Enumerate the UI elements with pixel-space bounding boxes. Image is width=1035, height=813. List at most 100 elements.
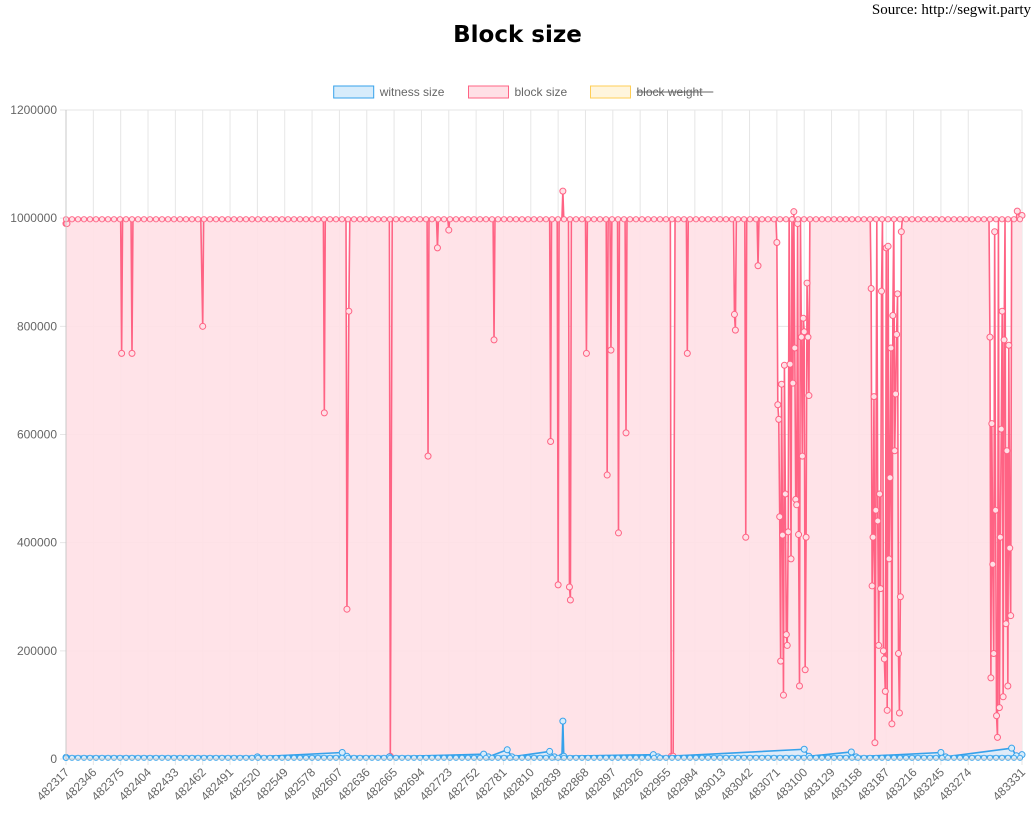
witness-size-marker: [116, 754, 124, 761]
block-size-point: [128, 349, 136, 357]
block-size-point: [868, 582, 876, 590]
block-size-marker: [452, 216, 460, 223]
block-size-point: [774, 401, 782, 409]
witness-size-marker: [458, 754, 466, 761]
block-size-point: [1000, 336, 1008, 344]
block-size-point: [991, 228, 999, 236]
block-size-point: [880, 655, 888, 663]
block-size-point: [789, 379, 797, 387]
witness-size-marker: [326, 754, 334, 761]
block-size-marker: [128, 216, 136, 223]
witness-size-marker: [140, 754, 148, 761]
witness-size-marker: [758, 754, 766, 761]
block-size-marker: [1010, 216, 1018, 223]
witness-size-marker: [410, 754, 418, 761]
witness-size-marker: [176, 754, 184, 761]
source-caption: Source: http://segwit.party: [871, 2, 1031, 18]
block-size-point: [1002, 620, 1010, 628]
block-size-point: [1005, 341, 1013, 349]
witness-size-marker: [284, 754, 292, 761]
witness-size-marker: [986, 754, 994, 761]
block-size-point: [993, 712, 1001, 720]
block-size-marker: [536, 216, 544, 223]
witness-size-marker: [476, 754, 484, 761]
witness-size-marker: [200, 754, 208, 761]
witness-size-marker: [488, 754, 496, 761]
witness-size-marker: [920, 754, 928, 761]
witness-size-marker: [338, 754, 346, 761]
witness-size-marker: [254, 754, 262, 761]
block-size-marker: [800, 216, 808, 223]
legend-swatch: [468, 85, 509, 99]
witness-size-marker: [764, 754, 772, 761]
block-size-point: [989, 560, 997, 568]
block-size-marker: [770, 216, 778, 223]
block-size-marker: [974, 216, 982, 223]
block-size-point: [793, 501, 801, 509]
block-size-marker: [170, 216, 178, 223]
block-size-point: [490, 336, 498, 344]
legend-swatch: [333, 85, 375, 99]
block-size-marker: [782, 216, 790, 223]
witness-size-marker: [314, 754, 322, 761]
witness-size-marker: [434, 754, 442, 761]
block-size-marker: [548, 216, 556, 223]
block-size-marker: [794, 216, 802, 223]
block-size-marker: [878, 216, 886, 223]
witness-size-marker: [740, 754, 748, 761]
witness-size-marker: [908, 754, 916, 761]
block-size-point: [1007, 612, 1015, 620]
block-size-marker: [476, 216, 484, 223]
witness-size-marker: [668, 754, 676, 761]
block-size-marker: [122, 216, 130, 223]
witness-size-marker: [320, 754, 328, 761]
witness-size-marker: [374, 754, 382, 761]
witness-size-marker: [572, 754, 580, 761]
block-size-marker: [692, 216, 700, 223]
witness-size-marker: [500, 754, 508, 761]
block-size-marker: [356, 216, 364, 223]
block-size-marker: [428, 216, 436, 223]
block-size-marker: [902, 216, 910, 223]
block-size-marker: [326, 216, 334, 223]
block-size-point: [1013, 207, 1021, 215]
block-size-point: [801, 666, 809, 674]
block-size-point: [869, 533, 877, 541]
block-size-point: [881, 687, 889, 695]
witness-size-marker: [932, 754, 940, 761]
witness-size-marker: [380, 754, 388, 761]
block-size-marker: [920, 216, 928, 223]
block-size-point: [897, 228, 905, 236]
block-size-marker: [746, 216, 754, 223]
block-size-marker: [332, 216, 340, 223]
block-size-marker: [458, 216, 466, 223]
block-size-point: [776, 513, 784, 521]
witness-size-marker: [104, 754, 112, 761]
block-size-marker: [722, 216, 730, 223]
block-size-marker: [584, 216, 592, 223]
witness-size-marker: [308, 754, 316, 761]
block-size-point: [871, 739, 879, 747]
block-size-marker: [464, 216, 472, 223]
block-size-point: [874, 517, 882, 525]
block-size-marker: [470, 216, 478, 223]
witness-size-marker: [242, 754, 250, 761]
witness-size-marker: [800, 754, 808, 761]
witness-size-marker: [782, 754, 790, 761]
block-size-point: [118, 349, 126, 357]
block-size-marker: [74, 216, 82, 223]
block-size-point: [445, 226, 453, 234]
block-size-point: [875, 641, 883, 649]
block-size-marker: [656, 216, 664, 223]
block-size-point: [878, 287, 886, 295]
witness-size-marker: [386, 754, 394, 761]
block-size-marker: [596, 216, 604, 223]
block-size-marker: [530, 216, 538, 223]
block-size-marker: [1004, 216, 1012, 223]
block-size-marker: [194, 216, 202, 223]
witness-size-marker: [752, 754, 760, 761]
block-size-marker: [554, 216, 562, 223]
witness-size-marker: [422, 754, 430, 761]
block-size-marker: [872, 216, 880, 223]
block-size-marker: [602, 216, 610, 223]
